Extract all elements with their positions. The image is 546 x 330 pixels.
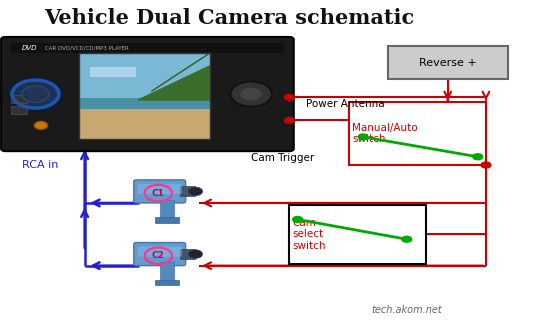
Text: tech.akom.net: tech.akom.net [371,305,442,315]
Bar [79,98,210,111]
Circle shape [230,82,272,107]
Bar [160,262,174,280]
Polygon shape [138,66,210,100]
Bar [180,249,195,259]
Circle shape [188,187,203,196]
Text: RCA in: RCA in [22,160,58,170]
Bar [11,95,27,103]
Bar [349,102,486,165]
Circle shape [240,87,263,101]
FancyBboxPatch shape [138,184,182,194]
Text: C1: C1 [152,188,165,198]
Text: Vehicle Dual Camera schematic: Vehicle Dual Camera schematic [44,8,414,28]
Circle shape [8,78,63,111]
FancyBboxPatch shape [1,37,294,151]
Text: Cam Trigger: Cam Trigger [251,153,314,163]
Bar [79,53,210,139]
Bar [388,46,508,79]
Circle shape [284,117,294,123]
Bar [155,280,179,285]
Circle shape [34,121,48,129]
Bar [11,106,27,114]
Text: Cam
select
switch: Cam select switch [292,218,325,251]
Bar [79,53,210,100]
Circle shape [22,86,49,102]
Circle shape [188,250,203,258]
Text: Manual/Auto
switch: Manual/Auto switch [352,123,418,145]
FancyBboxPatch shape [134,180,186,203]
Bar [180,186,195,196]
Circle shape [293,216,302,222]
Circle shape [473,154,483,160]
Bar [289,205,426,264]
Bar [79,53,210,139]
Text: CAR DVD/VCD/CD/MP3 PLAYER: CAR DVD/VCD/CD/MP3 PLAYER [45,45,129,50]
Bar [11,43,284,53]
Bar [160,200,174,218]
FancyBboxPatch shape [138,247,182,257]
Text: C2: C2 [152,251,165,260]
Bar [90,67,136,77]
Bar [79,110,210,139]
Circle shape [402,236,412,242]
Polygon shape [151,53,210,91]
Circle shape [284,94,294,100]
Text: Reverse +: Reverse + [419,58,477,68]
Text: Power Antenna: Power Antenna [306,99,384,109]
Bar [155,217,179,223]
Circle shape [358,134,368,140]
Text: DVD: DVD [22,45,37,51]
FancyBboxPatch shape [134,243,186,266]
Circle shape [481,162,491,168]
